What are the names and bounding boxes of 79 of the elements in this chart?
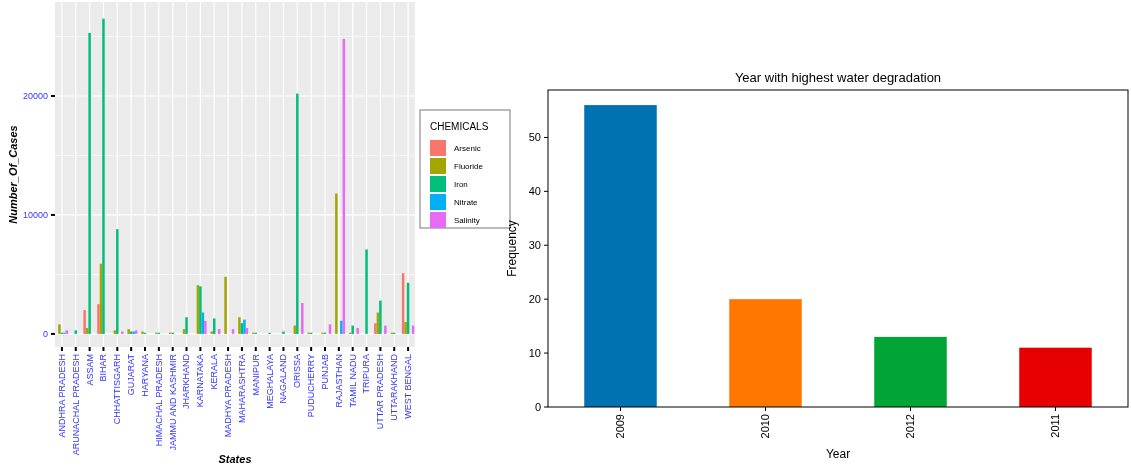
bar — [210, 331, 213, 334]
bar — [224, 276, 227, 334]
legend-label: Iron — [454, 179, 468, 189]
y-tick-label: 0 — [534, 400, 541, 413]
bar — [365, 249, 368, 334]
bar — [296, 93, 299, 334]
x-tick-label: 2012 — [904, 414, 917, 439]
x-tick-label: JHARKHAND — [181, 353, 192, 410]
chart-title: Year with highest water degradation — [734, 70, 942, 85]
x-tick-label: MADHYA PRADESH — [222, 354, 233, 438]
x-tick-label: JAMMU AND KASHMIR — [167, 353, 178, 451]
x-tick-label: UTTARAKHAND — [389, 353, 400, 421]
bar — [374, 323, 377, 334]
bar — [335, 193, 338, 334]
x-tick-label: GUJARAT — [126, 353, 137, 396]
x-tick-label: HARYANA — [139, 354, 150, 397]
legend-label: Nitrate — [454, 197, 479, 207]
bar — [97, 304, 100, 334]
x-tick-label: TRIPURA — [361, 354, 372, 394]
x-tick-label: NAGALAND — [278, 353, 289, 404]
y-tick-label: 50 — [528, 130, 541, 143]
x-tick-label: PUNJAB — [319, 354, 330, 390]
x-tick-label: KERALA — [209, 354, 220, 390]
x-axis-title: States — [218, 453, 252, 465]
x-tick-label: 2011 — [1049, 414, 1062, 438]
bar — [874, 336, 947, 407]
bar — [584, 105, 657, 407]
x-tick-label: RAJASTHAN — [333, 354, 344, 408]
x-tick-label: PUDUCHERRY — [306, 354, 317, 418]
bar — [729, 299, 802, 407]
legend-label: Arsenic — [454, 143, 481, 153]
x-tick-label: BIHAR — [98, 353, 109, 382]
y-tick-label: 10 — [528, 346, 541, 359]
y-tick-label: 20 — [528, 292, 541, 305]
bar — [379, 300, 382, 334]
bar — [102, 18, 105, 334]
bar — [384, 325, 387, 334]
x-tick-label: HIMACHAL PRADESH — [153, 354, 164, 447]
x-tick-label: MANIPUR — [250, 353, 261, 396]
x-tick-label: ARUNACHAL PRADESH — [70, 354, 81, 456]
x-tick-label: 2010 — [759, 414, 772, 439]
y-axis-title: Frequency — [505, 220, 519, 277]
bar — [340, 320, 343, 334]
bar — [301, 302, 304, 334]
bar — [88, 32, 91, 334]
bar — [116, 229, 119, 334]
bar — [404, 322, 407, 334]
x-tick-label: ANDHRA PRADESH — [56, 354, 67, 438]
bar — [1019, 347, 1092, 407]
legend-title: CHEMICALS — [430, 121, 489, 132]
bar — [121, 331, 124, 334]
x-tick-label: MEGHALAYA — [264, 354, 275, 409]
x-tick-label: 2009 — [614, 414, 627, 439]
y-axis-title: Number_Of_Cases — [7, 125, 19, 224]
x-tick-label: MAHARASHTRA — [236, 354, 247, 424]
x-tick-label: CHHATTISGARH — [112, 354, 123, 425]
x-tick-label: ORISSA — [292, 354, 303, 389]
bar — [204, 320, 207, 334]
y-tick-label: 10000 — [22, 209, 48, 220]
bar — [351, 325, 354, 334]
bar — [238, 317, 241, 334]
y-tick-label: 30 — [528, 238, 541, 251]
x-tick-label: TAMIL NADU — [347, 354, 358, 408]
y-tick-label: 40 — [528, 184, 541, 197]
bar — [185, 317, 188, 334]
x-tick-label: UTTAR PRADESH — [375, 354, 386, 430]
x-axis-title: Year — [825, 447, 851, 461]
x-tick-label: KARNATAKA — [195, 354, 206, 408]
bar — [282, 331, 285, 334]
y-tick-label: 20000 — [22, 90, 48, 101]
legend-label: Salinity — [454, 215, 480, 225]
x-tick-label: ASSAM — [84, 354, 95, 386]
legend-label: Fluoride — [454, 161, 484, 171]
bar — [58, 324, 61, 334]
bar — [356, 327, 359, 334]
x-tick-label: WEST BENGAL — [402, 354, 413, 419]
bar — [83, 310, 86, 334]
y-tick-label: 0 — [42, 328, 48, 339]
bar — [243, 319, 246, 334]
